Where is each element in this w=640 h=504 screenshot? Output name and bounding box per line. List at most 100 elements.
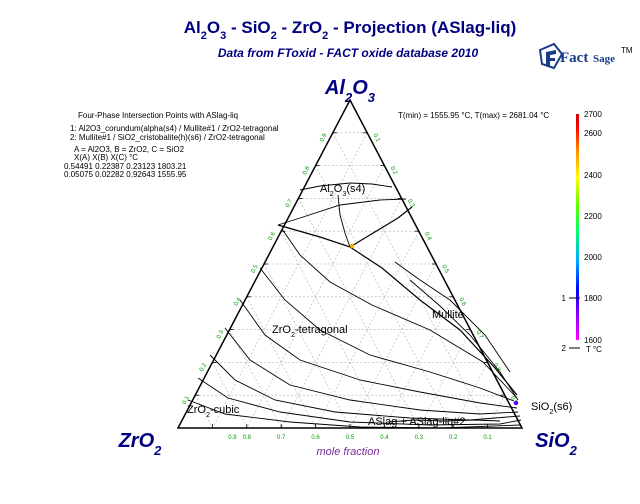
info-row-1: 0.54491 0.22387 0.23123 1803.21	[64, 162, 187, 171]
left-tick-label: 0.7	[285, 198, 295, 209]
boundary-mullite-tet	[349, 246, 518, 396]
grid-line	[280, 198, 402, 429]
axis-label-mole-fraction: mole fraction	[317, 446, 380, 458]
left-tick-label: 0.8	[302, 165, 312, 176]
text-part: 2	[330, 190, 334, 198]
text-part: (s4)	[346, 183, 365, 195]
left-tick-label: 0.9	[319, 132, 329, 143]
composition-ticks: 0.9 0.8 0.7 0.6 0.5 0.4 0.3 0.2 0.1 0.9 0.8 0.7 0.6 0…	[182, 132, 519, 441]
left-tick-label: 0.1	[182, 395, 192, 406]
left-tick-label: 0.4	[233, 296, 243, 307]
isotherm	[337, 194, 351, 248]
text-part: 2	[322, 30, 328, 42]
field-label-zro2-cubic: ZrO2-cubic	[187, 404, 240, 419]
bottom-tick-label: 0.1	[483, 435, 492, 441]
field-label-al2o3-s4: Al2O3(s4)	[320, 183, 365, 198]
right-tick-label: 0.1	[371, 133, 381, 144]
grid-line	[418, 329, 471, 429]
text-part: 2	[271, 30, 277, 42]
text-part: Al	[184, 18, 201, 37]
info-heading: Four-Phase Intersection Points with ASla…	[78, 111, 238, 120]
isotherm	[394, 261, 511, 373]
info-table-header: X(A) X(B) X(C) °C	[74, 153, 138, 162]
colorbar-tick-label: 2000	[584, 253, 602, 262]
page-title: Al2O3 - SiO2 - ZrO2 - Projection (ASlag-…	[184, 18, 517, 42]
apex-label-al2o3: Al2O3	[324, 77, 376, 105]
left-tick-label: 0.2	[199, 362, 209, 373]
colorbar-unit: T °C	[586, 345, 602, 354]
colorbar-marker-label: 2	[562, 344, 567, 353]
temperature-colorbar	[576, 114, 579, 340]
bottom-tick-label: 0.2	[449, 435, 458, 441]
factsage-logo: Fact Sage TM	[538, 42, 633, 70]
info-legend: A = Al2O3, B = ZrO2, C = SiO2	[74, 145, 185, 154]
colorbar-ticks: 2700 2600 2400 2200 2000 1800 1600 1 2	[562, 110, 603, 353]
colorbar-marker-label: 1	[562, 294, 567, 303]
grid-line	[332, 132, 488, 429]
text-part: O	[334, 183, 343, 195]
colorbar-tick-label: 2600	[584, 129, 602, 138]
right-tick-label: 0.7	[475, 330, 485, 341]
grid-line	[229, 329, 282, 429]
colorbar-tick-label: 2200	[584, 212, 602, 221]
right-tick-label: 0.2	[389, 166, 399, 177]
text-part: O	[352, 77, 368, 99]
info-point-1: 1: Al2O3_corundum(alpha(s4) / Mullite#1 …	[70, 124, 279, 133]
text-part: (s6)	[553, 401, 572, 413]
isotherm	[197, 377, 522, 426]
text-part: 3	[220, 30, 226, 42]
text-part: 3	[342, 190, 346, 198]
logo-trademark: TM	[621, 46, 633, 55]
isotherm	[209, 354, 521, 421]
grid-line	[384, 296, 454, 429]
right-tick-label: 0.3	[406, 199, 416, 210]
bottom-tick-label: 0.6	[311, 435, 320, 441]
grid-line	[212, 132, 368, 429]
colorbar-tick-label: 1600	[584, 336, 602, 345]
invariant-point-1	[349, 243, 355, 249]
grid-line	[298, 198, 420, 429]
text-part: - ZrO	[277, 18, 322, 37]
text-part: 2	[291, 331, 295, 339]
text-part: 3	[368, 90, 376, 105]
isotherm	[259, 267, 515, 402]
field-label-zro2-tetragonal: ZrO2-tetragonal	[272, 324, 348, 339]
text-part: ZrO	[118, 430, 155, 452]
text-part: O	[207, 18, 220, 37]
field-label-aslag: ASlag + ASlag-liq#2	[368, 416, 466, 428]
isotherm	[409, 279, 519, 401]
colorbar-tick-label: 2700	[584, 110, 602, 119]
logo-word-sage: Sage	[593, 53, 615, 65]
isotherm	[281, 228, 518, 399]
text-part: -tetragonal	[295, 324, 348, 336]
text-part: -cubic	[210, 404, 240, 416]
isotherm	[299, 182, 393, 191]
apex-label-zro2: ZrO2	[118, 430, 163, 458]
left-tick-label: 0.6	[268, 231, 278, 242]
right-tick-label: 0.4	[423, 231, 433, 242]
text-part: SiO	[535, 430, 570, 452]
text-part: Al	[324, 77, 345, 99]
bottom-tick-label: 0.8	[243, 435, 252, 441]
boundary-aslag	[387, 419, 501, 423]
apex-label-sio2: SiO2	[535, 430, 577, 458]
text-part: SiO	[531, 401, 550, 413]
text-part: 2	[549, 408, 553, 416]
grid-line	[452, 362, 488, 429]
field-label-sio2-s6: SiO2(s6)	[531, 401, 572, 416]
left-tick-label: 0.5	[251, 264, 261, 275]
text-part: 2	[344, 90, 353, 105]
isotherm	[277, 198, 407, 226]
text-part: ZrO	[272, 324, 291, 336]
colorbar-tick-label: 1800	[584, 294, 602, 303]
right-tick-label: 0.5	[440, 264, 450, 275]
left-tick-label: 0.3	[216, 329, 226, 340]
bottom-tick-label: 0.9	[228, 435, 237, 441]
triangle-outline	[176, 98, 524, 429]
text-part: - Projection (ASlag-liq)	[328, 18, 516, 37]
grid-line	[487, 395, 506, 429]
colorbar-tick-label: 2400	[584, 171, 602, 180]
isotherm	[224, 327, 519, 415]
isotherm	[239, 299, 518, 409]
